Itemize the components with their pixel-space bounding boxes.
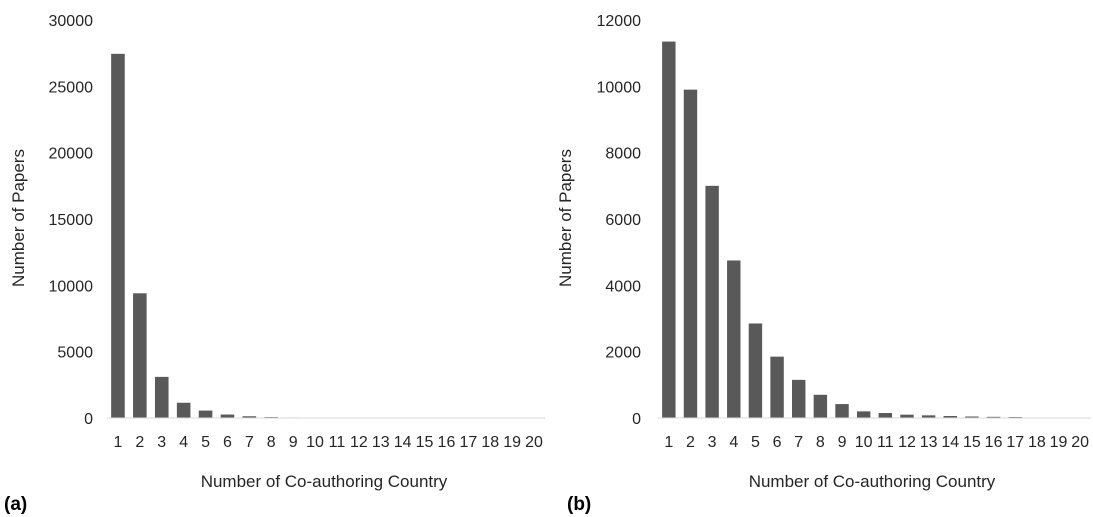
chart-b-ytick-label: 2000 [605, 345, 641, 362]
chart-a-xtick-label: 12 [350, 434, 368, 451]
chart-a-xtick-label: 16 [438, 434, 456, 451]
chart-b-xtick-label: 11 [877, 434, 894, 451]
chart-a-ytick-label: 10000 [49, 278, 94, 295]
chart-a-bar-1 [111, 53, 125, 419]
chart-b-xtick-label: 10 [855, 434, 873, 451]
chart-b-bar-8 [813, 394, 828, 418]
chart-a-xtick-label: 14 [394, 434, 412, 451]
chart-a-xtick-label: 8 [267, 434, 276, 451]
chart-b-xtick-label: 1 [664, 434, 673, 451]
chart-b-bar-13 [921, 415, 936, 418]
chart-b-ytick-label: 10000 [597, 79, 642, 96]
chart-b-xtick-label: 8 [816, 434, 825, 451]
chart-a-bar-5 [198, 410, 213, 418]
chart-b-xtick-label: 20 [1071, 434, 1089, 451]
chart-a-xtick-label: 6 [223, 434, 232, 451]
chart-b-bar-14 [943, 416, 957, 418]
chart-b-xtick-label: 14 [941, 434, 959, 451]
chart-a-bar-2 [133, 293, 147, 418]
chart-b-xtick-label: 6 [773, 434, 782, 451]
chart-a-y-axis-title: Number of Papers [9, 149, 28, 287]
chart-b-bar-2 [683, 89, 698, 419]
chart-a-xtick-label: 15 [416, 434, 434, 451]
chart-b-bar-4 [727, 260, 741, 418]
chart-a-xtick-label: 9 [289, 434, 298, 451]
chart-a-xtick-label: 2 [135, 434, 144, 451]
chart-b-ytick-label: 6000 [605, 212, 641, 229]
chart-a-x-axis-title: Number of Co-authoring Country [201, 472, 448, 491]
chart-b-xtick-label: 19 [1050, 434, 1068, 451]
chart-b-bar-15 [965, 416, 979, 418]
chart-a-xtick-label: 7 [245, 434, 254, 451]
chart-b-ytick-label: 12000 [597, 13, 642, 30]
chart-a-xtick-label: 19 [503, 434, 521, 451]
chart-b-y-axis-title: Number of Papers [556, 149, 575, 287]
chart-b-bar-5 [748, 323, 763, 418]
chart-a-bar-3 [154, 376, 169, 418]
chart-a-panel-label: (a) [4, 494, 27, 515]
chart-b-bar-6 [770, 356, 784, 418]
chart-b-xtick-label: 2 [686, 434, 695, 451]
chart-a-xtick-label: 17 [459, 434, 477, 451]
chart-a-ytick-label: 0 [84, 411, 93, 428]
chart-a-xtick-label: 20 [525, 434, 543, 451]
chart-b-bar-16 [986, 416, 1001, 418]
chart-b-xtick-label: 3 [708, 434, 717, 451]
chart-a-ytick-label: 30000 [49, 13, 94, 30]
chart-b-xtick-label: 18 [1028, 434, 1046, 451]
chart-b-panel-label: (b) [567, 494, 591, 515]
chart-b-xtick-label: 16 [985, 434, 1003, 451]
chart-a-ytick-label: 20000 [49, 146, 94, 163]
chart-a-xtick-label: 4 [179, 434, 188, 451]
chart-b-xtick-label: 4 [729, 434, 738, 451]
chart-a-ytick-label: 15000 [49, 212, 94, 229]
chart-a-ytick-label: 5000 [57, 345, 93, 362]
chart-b-bar-9 [835, 404, 849, 418]
chart-b-bar-3 [705, 185, 719, 418]
chart-a-xtick-label: 13 [372, 434, 390, 451]
chart-b-xtick-label: 5 [751, 434, 760, 451]
chart-b-bar-1 [662, 41, 676, 418]
chart-a-xtick-label: 5 [201, 434, 210, 451]
chart-a-bar-4 [176, 402, 191, 418]
chart-b-xtick-label: 12 [898, 434, 916, 451]
chart-a-xtick-label: 10 [306, 434, 324, 451]
chart-b-bar-12 [900, 414, 914, 418]
chart-b-x-axis-title: Number of Co-authoring Country [749, 472, 996, 491]
chart-b-xtick-label: 15 [963, 434, 981, 451]
chart-b-xtick-label: 9 [838, 434, 847, 451]
chart-b-bar-10 [856, 411, 871, 418]
chart-b-bar-7 [792, 379, 806, 418]
chart-a-xtick-label: 3 [157, 434, 166, 451]
chart-a-xtick-label: 18 [481, 434, 499, 451]
chart-b-ytick-label: 0 [632, 411, 641, 428]
chart-a-ytick-label: 25000 [49, 79, 94, 96]
chart-b-xtick-label: 17 [1006, 434, 1024, 451]
chart-a-bar-7 [242, 416, 257, 418]
chart-b-xtick-label: 13 [920, 434, 938, 451]
chart-a-bar-6 [220, 414, 235, 418]
chart-b-ytick-label: 4000 [605, 278, 641, 295]
chart-a-xtick-label: 11 [329, 434, 346, 451]
chart-b-ytick-label: 8000 [605, 146, 641, 163]
chart-a-xtick-label: 1 [113, 434, 122, 451]
chart-b-bar-11 [878, 413, 893, 418]
chart-b-xtick-label: 7 [794, 434, 803, 451]
